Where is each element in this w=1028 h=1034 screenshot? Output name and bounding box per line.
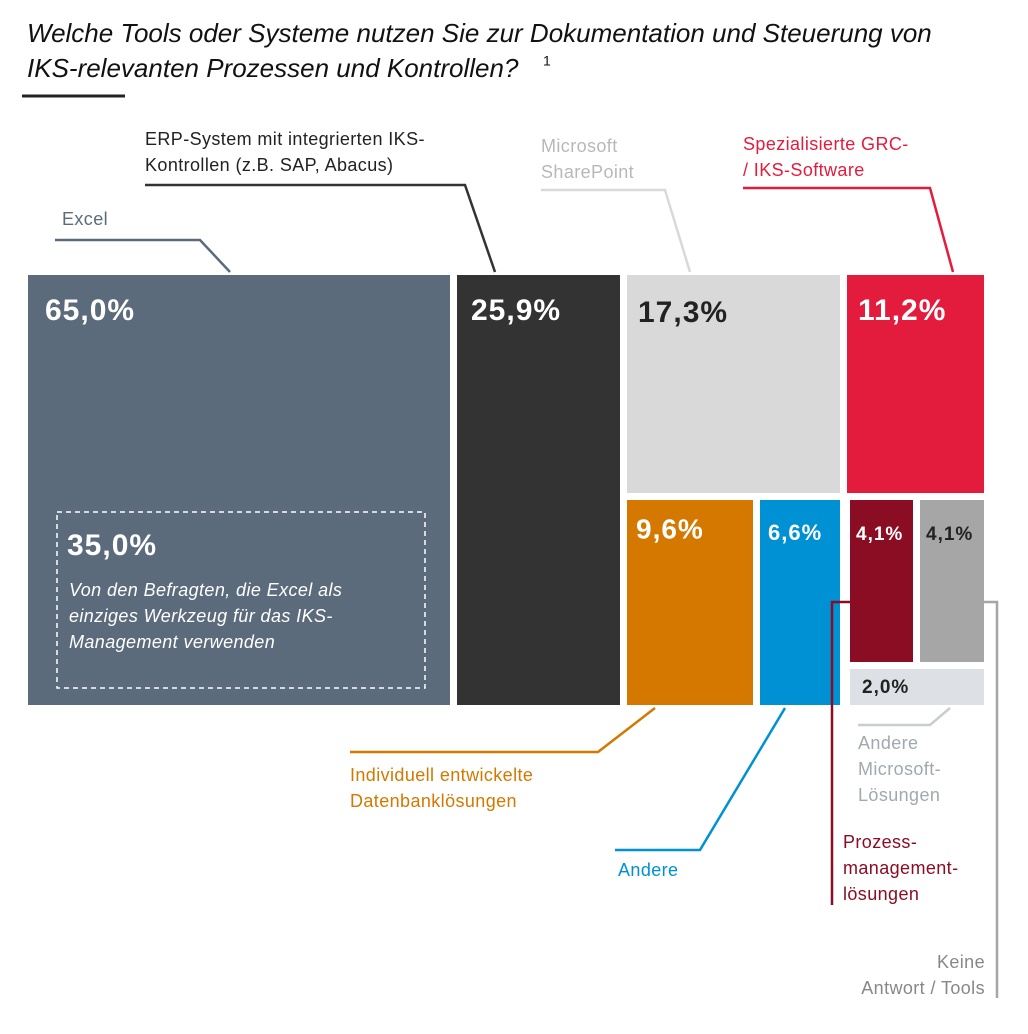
category-label: Keine: [937, 952, 985, 972]
category-label: Kontrollen (z.B. SAP, Abacus): [145, 155, 393, 175]
category-label: SharePoint: [541, 162, 634, 182]
value-label: 6,6%: [768, 520, 822, 545]
annotation-text: Von den Befragten, die Excel als: [69, 580, 342, 600]
category-label: / IKS-Software: [743, 160, 865, 180]
category-label: Microsoft: [541, 136, 618, 156]
leader-line: [350, 707, 656, 754]
category-label: Spezialisierte GRC-: [743, 134, 909, 154]
tile: [920, 500, 984, 662]
tile: [850, 669, 984, 705]
chart-title: Welche Tools oder Systeme nutzen Sie zur…: [27, 18, 932, 48]
value-label: 11,2%: [858, 294, 946, 327]
tile: [457, 275, 620, 705]
leader-line: [145, 183, 497, 273]
tile: [28, 275, 450, 705]
category-label: Andere: [618, 860, 678, 880]
leader-line: [541, 188, 692, 273]
category-label: Datenbanklösungen: [350, 791, 517, 811]
value-label: 2,0%: [862, 677, 909, 698]
leader-line: [55, 238, 231, 273]
category-label: Individuell entwickelte: [350, 765, 533, 785]
category-label: Lösungen: [858, 785, 940, 805]
leader-line: [955, 600, 999, 998]
annotation-value: 35,0%: [67, 529, 157, 562]
footnote-mark: 1: [543, 53, 551, 69]
leader-line: [858, 707, 951, 727]
category-label: lösungen: [843, 884, 919, 904]
tile: [847, 275, 984, 493]
tile: [627, 500, 753, 705]
leader-line: [830, 600, 850, 905]
category-label: Antwort / Tools: [861, 978, 985, 998]
value-label: 65,0%: [45, 294, 135, 327]
value-label: 17,3%: [638, 296, 728, 329]
chart-title: IKS-relevanten Prozessen und Kontrollen?: [27, 53, 519, 83]
tile: [627, 275, 840, 493]
category-label: Excel: [62, 209, 108, 229]
category-label: Prozess-: [843, 832, 917, 852]
value-label: 9,6%: [636, 513, 704, 544]
value-label: 4,1%: [856, 524, 903, 545]
value-label: 25,9%: [471, 294, 561, 327]
leader-line: [743, 186, 955, 273]
tile: [760, 500, 840, 705]
value-label: 4,1%: [926, 524, 973, 545]
leader-line: [615, 707, 787, 852]
annotation-text: einziges Werkzeug für das IKS-: [69, 606, 333, 626]
annotation-text: Management verwenden: [69, 632, 275, 652]
tile: [850, 500, 913, 662]
category-label: management-: [843, 858, 958, 878]
annotation-box: [56, 511, 426, 689]
category-label: Andere: [858, 733, 918, 753]
category-label: ERP-System mit integrierten IKS-: [145, 129, 425, 149]
category-label: Microsoft-: [858, 759, 941, 779]
